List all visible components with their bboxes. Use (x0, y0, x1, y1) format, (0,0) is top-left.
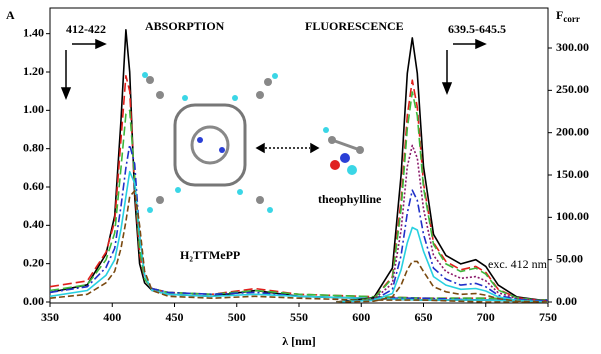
molecule-porphyrin (142, 72, 278, 213)
x-tick-label: 400 (103, 310, 121, 324)
annotation: 412-422 (66, 22, 106, 36)
y-tick-label: 1.20 (23, 64, 44, 78)
x-tick-label: 650 (415, 310, 433, 324)
annotation: FLUORESCENCE (305, 19, 404, 33)
x-tick-label: 350 (41, 310, 59, 324)
y2-tick-label: 300.00 (556, 40, 589, 54)
series-line (50, 76, 548, 300)
annotation: 639.5-645.5 (448, 22, 506, 36)
y-tick-label: 1.40 (23, 25, 44, 39)
x-tick-label: 750 (539, 310, 557, 324)
molecule-theophylline (323, 127, 364, 175)
annotation: ABSORPTION (145, 19, 225, 33)
y-tick-label: 0.20 (23, 255, 44, 269)
series-line (50, 145, 548, 300)
y2-tick-label: 150.00 (556, 167, 589, 181)
series-line (336, 190, 548, 302)
y2-tick-label: 100.00 (556, 209, 589, 223)
y2-tick-label: 200.00 (556, 124, 589, 138)
y-tick-label: 0.40 (23, 217, 44, 231)
x-tick-label: 500 (228, 310, 246, 324)
y2-tick-label: 50.00 (556, 251, 583, 265)
y-tick-label: 1.00 (23, 102, 44, 116)
annotation: H₂TTMePP (180, 248, 240, 262)
annotation: theophylline (318, 192, 382, 206)
x-tick-label: 700 (477, 310, 495, 324)
y2-tick-label: 250.00 (556, 82, 589, 96)
y-axis-label: A (6, 8, 15, 22)
y2-axis-label: Fcorr (556, 8, 580, 24)
series-line (336, 145, 548, 302)
x-axis-label: λ [nm] (282, 334, 316, 348)
annotation: exc. 412 nm (488, 257, 548, 271)
x-tick-label: 550 (290, 310, 308, 324)
y-tick-label: 0.80 (23, 140, 44, 154)
x-tick-label: 600 (352, 310, 370, 324)
y-tick-label: 0.60 (23, 179, 44, 193)
y2-tick-label: 0.00 (556, 294, 577, 308)
chart: A Fcorr λ [nm] 412-422 ABSORPTION FLUORE… (0, 0, 601, 354)
y-tick-label: 0.00 (23, 294, 44, 308)
series-line (50, 172, 548, 302)
x-tick-label: 450 (166, 310, 184, 324)
